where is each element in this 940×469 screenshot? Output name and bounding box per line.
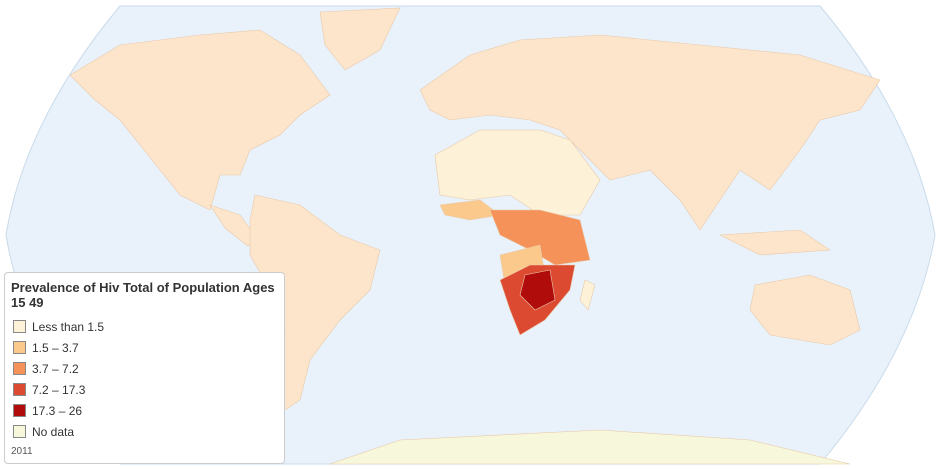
indonesia [718, 229, 831, 256]
legend-swatch [13, 404, 26, 417]
legend-swatch [13, 341, 26, 354]
greenland [319, 7, 401, 71]
north-america [69, 29, 331, 211]
legend-label: 1.5 – 3.7 [32, 340, 79, 355]
eurasia [419, 34, 881, 231]
australia [749, 274, 861, 346]
year-note: 2011 [11, 446, 33, 457]
legend-swatch [13, 383, 26, 396]
botswana [519, 269, 556, 311]
legend-items: Less than 1.5 1.5 – 3.7 3.7 – 7.2 7.2 – 17.… [11, 316, 278, 442]
legend-item: 17.3 – 26 [11, 400, 278, 421]
legend-item: 1.5 – 3.7 [11, 337, 278, 358]
legend-label: Less than 1.5 [32, 319, 105, 334]
legend-swatch [13, 320, 26, 333]
legend-swatch [13, 362, 26, 375]
legend-label: 17.3 – 26 [32, 403, 83, 418]
legend-label: 7.2 – 17.3 [32, 382, 86, 397]
legend-title: Prevalence of Hiv Total of Population Ag… [11, 280, 275, 310]
legend-item: Less than 1.5 [11, 316, 278, 337]
west-africa [439, 199, 501, 221]
madagascar [579, 279, 596, 311]
legend-item: 3.7 – 7.2 [11, 358, 278, 379]
legend-item: No data [11, 421, 278, 442]
north-africa [434, 129, 601, 216]
legend-label: No data [32, 424, 75, 439]
legend-label: 3.7 – 7.2 [32, 361, 79, 376]
legend: Prevalence of Hiv Total of Population Ag… [4, 272, 285, 464]
legend-item: 7.2 – 17.3 [11, 379, 278, 400]
central-africa [489, 209, 591, 266]
antarctica [329, 429, 851, 465]
legend-swatch [13, 425, 26, 438]
